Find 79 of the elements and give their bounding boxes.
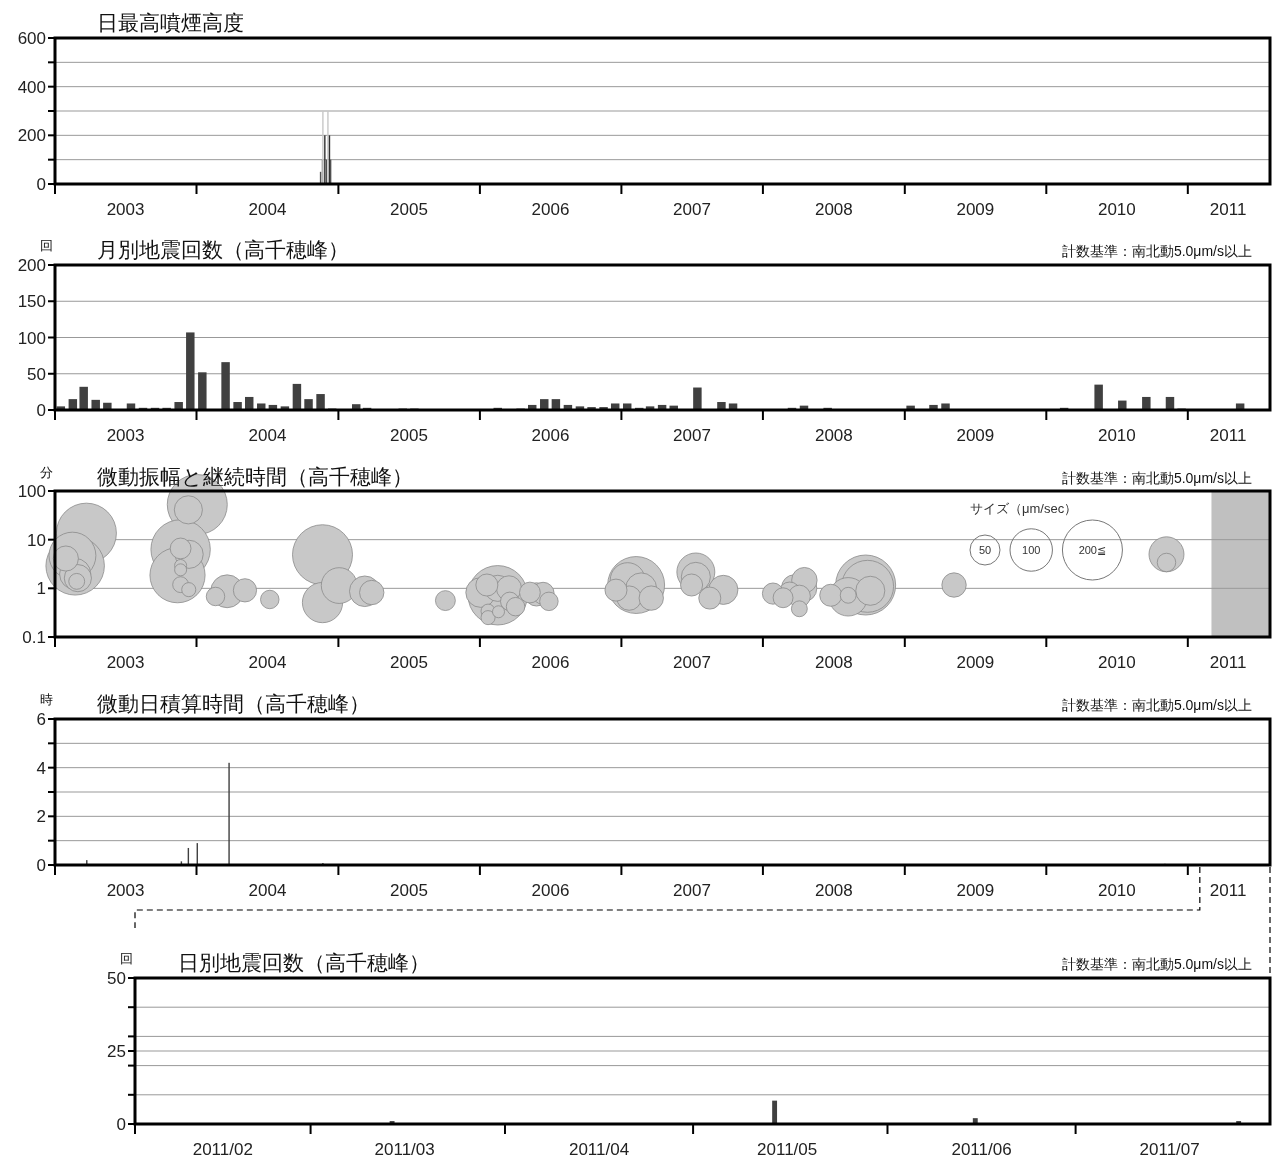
y-tick-label: 10 <box>27 530 46 550</box>
text: 計数基準：南北動5.0μm/s以上 <box>1061 697 1252 713</box>
x-tick-label: 2004 <box>248 426 287 445</box>
x-tick-label: 2005 <box>390 200 428 219</box>
chart-title: 日最高噴煙高度 <box>97 11 244 34</box>
x-tick-label: 2011 <box>1209 200 1247 219</box>
y-tick-label: 1 <box>36 579 46 599</box>
x-tick-label: 2010 <box>1097 653 1136 672</box>
text: 計数基準：南北動5.0μm/s以上 <box>1061 243 1252 259</box>
x-tick-label: 2006 <box>531 200 570 219</box>
x-tick-label: 2011/03 <box>374 1140 435 1159</box>
x-tick-label: 2010 <box>1097 200 1136 219</box>
y-tick-label: 0 <box>36 856 46 875</box>
x-tick-label: 2009 <box>956 653 995 672</box>
x-tick-label: 2003 <box>106 426 145 445</box>
y-tick-label: 50 <box>27 364 46 384</box>
y-tick-label: 150 <box>17 292 46 312</box>
y-tick-label: 200 <box>17 256 46 275</box>
legend-label: 200≦ <box>1078 544 1107 556</box>
chart-title: 微動日積算時間（高千穂峰） <box>97 692 370 715</box>
y-tick-label: 25 <box>107 1042 126 1061</box>
x-tick-label: 2007 <box>673 653 711 672</box>
x-tick-label: 2010 <box>1097 881 1136 900</box>
y-tick-label: 100 <box>17 482 46 501</box>
x-tick-label: 2003 <box>106 881 145 900</box>
x-tick-label: 2004 <box>248 881 287 900</box>
text: 計数基準：南北動5.0μm/s以上 <box>1061 470 1252 486</box>
x-tick-label: 2011 <box>1209 881 1247 900</box>
x-tick-label: 2003 <box>106 653 145 672</box>
x-tick-label: 2010 <box>1097 426 1136 445</box>
y-tick-label: 0.1 <box>22 628 46 647</box>
x-tick-label: 2004 <box>248 653 287 672</box>
legend-label: 100 <box>1022 544 1041 556</box>
x-tick-label: 2011/07 <box>1139 1140 1200 1159</box>
x-tick-label: 2006 <box>531 653 570 672</box>
x-tick-label: 2008 <box>814 426 853 445</box>
x-tick-label: 2011/04 <box>568 1140 630 1159</box>
x-tick-label: 2007 <box>673 881 711 900</box>
y-axis-title: 回 <box>119 951 133 966</box>
x-tick-label: 2011/06 <box>951 1140 1012 1159</box>
y-tick-label: 0 <box>116 1115 126 1134</box>
y-tick-label: 100 <box>17 328 46 348</box>
y-tick-label: 0 <box>36 401 46 420</box>
chart-title: 日別地震回数（高千穂峰） <box>178 951 430 974</box>
x-tick-label: 2008 <box>814 653 853 672</box>
y-tick-label: 400 <box>17 77 46 97</box>
x-tick-label: 2005 <box>390 426 428 445</box>
y-axis-title: 時 <box>39 692 53 707</box>
x-tick-label: 2011 <box>1209 653 1247 672</box>
legend-title: サイズ（μm/sec） <box>970 501 1078 516</box>
x-tick-label: 2011/02 <box>192 1140 253 1159</box>
x-tick-label: 2008 <box>814 881 853 900</box>
x-tick-label: 2009 <box>956 881 995 900</box>
x-tick-label: 2006 <box>531 426 570 445</box>
text: 計数基準：南北動5.0μm/s以上 <box>1061 956 1252 972</box>
legend-label: 50 <box>978 544 992 556</box>
chart-title: 微動振幅と継続時間（高千穂峰） <box>97 465 413 488</box>
y-tick-label: 0 <box>36 175 46 194</box>
x-tick-label: 2009 <box>956 200 995 219</box>
x-tick-label: 2009 <box>956 426 995 445</box>
y-tick-label: 4 <box>36 758 46 778</box>
y-axis-title: 分 <box>39 465 53 480</box>
x-tick-label: 2008 <box>814 200 853 219</box>
y-tick-label: 50 <box>107 969 126 988</box>
x-tick-label: 2006 <box>531 881 570 900</box>
y-tick-label: 6 <box>36 710 46 729</box>
x-tick-label: 2003 <box>106 200 145 219</box>
x-tick-label: 2004 <box>248 200 287 219</box>
chart-title: 月別地震回数（高千穂峰） <box>97 238 349 261</box>
x-tick-label: 2007 <box>673 200 711 219</box>
x-tick-label: 2005 <box>390 881 428 900</box>
x-tick-label: 2005 <box>390 653 428 672</box>
y-tick-label: 600 <box>17 29 46 48</box>
x-tick-label: 2011 <box>1209 426 1247 445</box>
y-tick-label: 2 <box>36 807 46 827</box>
x-tick-label: 2007 <box>673 426 711 445</box>
y-axis-title: 回 <box>39 238 53 253</box>
x-tick-label: 2011/05 <box>757 1140 818 1159</box>
y-tick-label: 200 <box>17 126 46 146</box>
